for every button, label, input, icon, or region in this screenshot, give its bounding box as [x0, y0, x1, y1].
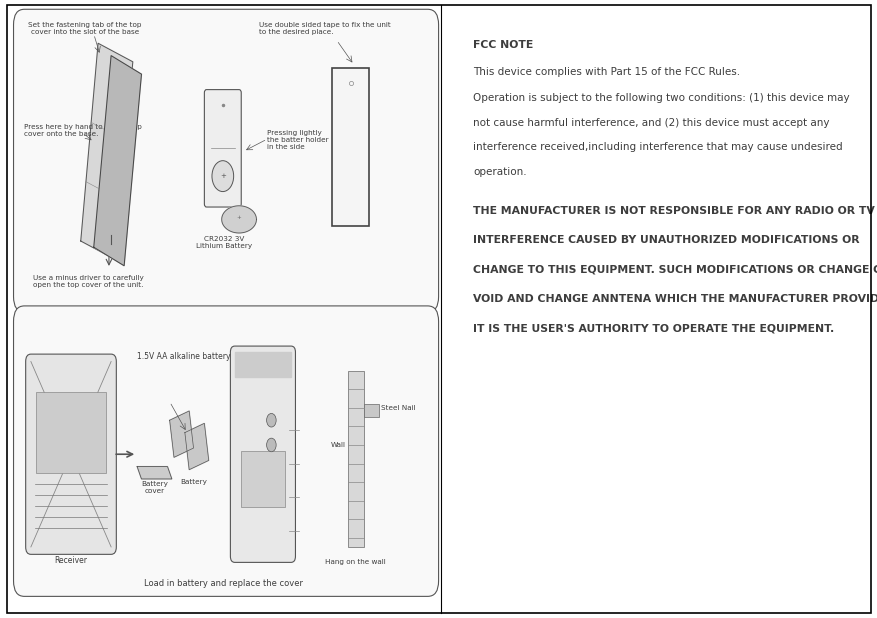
- Bar: [364, 404, 379, 417]
- Text: Pressing lightly
the batter holder
in the side: Pressing lightly the batter holder in th…: [267, 130, 329, 150]
- Text: THE MANUFACTURER IS NOT RESPONSIBLE FOR ANY RADIO OR TV: THE MANUFACTURER IS NOT RESPONSIBLE FOR …: [473, 206, 873, 216]
- Text: interference received,including interference that may cause undesired: interference received,including interfer…: [473, 142, 842, 152]
- FancyBboxPatch shape: [204, 90, 241, 207]
- Text: +: +: [237, 215, 241, 220]
- Text: Receiver: Receiver: [54, 556, 88, 565]
- Text: Use double sided tape to fix the unit
to the desired place.: Use double sided tape to fix the unit to…: [259, 22, 390, 35]
- Bar: [332, 68, 368, 226]
- Polygon shape: [94, 56, 141, 266]
- Text: Use a minus driver to carefully
open the top cover of the unit.: Use a minus driver to carefully open the…: [33, 275, 144, 288]
- Text: IT IS THE USER'S AUTHORITY TO OPERATE THE EQUIPMENT.: IT IS THE USER'S AUTHORITY TO OPERATE TH…: [473, 323, 833, 333]
- FancyBboxPatch shape: [230, 346, 296, 562]
- Polygon shape: [185, 423, 209, 470]
- Text: Press here by hand to fix the top
cover onto the base.: Press here by hand to fix the top cover …: [25, 124, 142, 137]
- Text: Operation is subject to the following two conditions: (1) this device may: Operation is subject to the following tw…: [473, 93, 849, 103]
- Text: FCC NOTE: FCC NOTE: [473, 40, 533, 50]
- Text: not cause harmful interference, and (2) this device must accept any: not cause harmful interference, and (2) …: [473, 117, 829, 128]
- Polygon shape: [137, 467, 172, 479]
- Text: INTERFERENCE CAUSED BY UNAUTHORIZED MODIFICATIONS OR: INTERFERENCE CAUSED BY UNAUTHORIZED MODI…: [473, 235, 859, 245]
- Text: Set the fastening tab of the top
cover into the slot of the base: Set the fastening tab of the top cover i…: [28, 22, 142, 35]
- Polygon shape: [81, 43, 132, 260]
- FancyBboxPatch shape: [13, 306, 438, 596]
- Text: Wall: Wall: [330, 442, 345, 448]
- Text: Battery: Battery: [180, 479, 207, 485]
- Text: VOID AND CHANGE ANNTENA WHICH THE MANUFACTURER PROVIDES.: VOID AND CHANGE ANNTENA WHICH THE MANUFA…: [473, 294, 877, 304]
- Text: Hang on the wall: Hang on the wall: [325, 559, 386, 565]
- Bar: [36, 392, 106, 473]
- Polygon shape: [234, 352, 291, 377]
- Text: 1.5V AA alkaline battery: 1.5V AA alkaline battery: [137, 352, 231, 362]
- Polygon shape: [222, 206, 256, 233]
- Text: This device complies with Part 15 of the FCC Rules.: This device complies with Part 15 of the…: [473, 67, 739, 77]
- Text: CHANGE TO THIS EQUIPMENT. SUCH MODIFICATIONS OR CHANGE COULD: CHANGE TO THIS EQUIPMENT. SUCH MODIFICAT…: [473, 265, 877, 274]
- Text: Battery
cover: Battery cover: [141, 481, 168, 494]
- Bar: [347, 371, 364, 547]
- Circle shape: [267, 438, 276, 452]
- Text: CR2032 3V
Lithium Battery: CR2032 3V Lithium Battery: [196, 236, 252, 249]
- FancyBboxPatch shape: [25, 354, 116, 554]
- Text: Load in battery and replace the cover: Load in battery and replace the cover: [144, 579, 303, 588]
- Circle shape: [267, 413, 276, 427]
- FancyBboxPatch shape: [13, 9, 438, 312]
- Text: Steel Nail: Steel Nail: [381, 405, 416, 411]
- Circle shape: [211, 161, 233, 192]
- Text: operation.: operation.: [473, 167, 526, 177]
- Text: +: +: [219, 172, 225, 179]
- Bar: [241, 451, 284, 507]
- Polygon shape: [169, 411, 193, 457]
